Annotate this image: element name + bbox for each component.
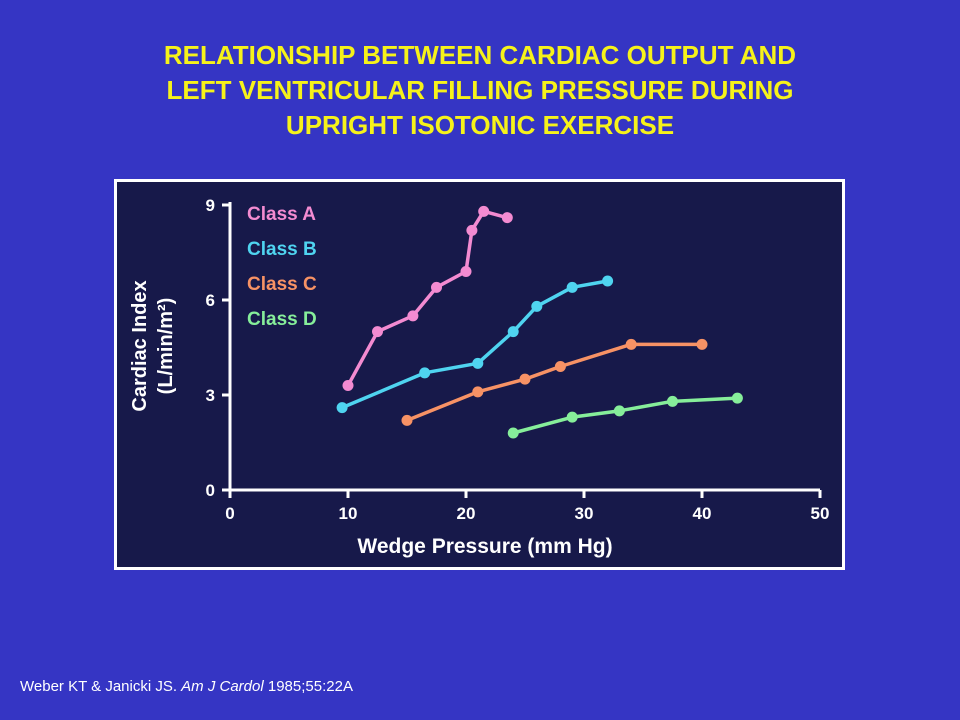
series-class-c xyxy=(401,338,708,426)
x-tick-label: 20 xyxy=(457,504,476,523)
x-tick-label: 10 xyxy=(339,504,358,523)
data-point xyxy=(419,367,431,379)
data-point xyxy=(566,411,578,423)
title-line-3: UPRIGHT ISOTONIC EXERCISE xyxy=(285,110,675,140)
x-tick-label: 0 xyxy=(225,504,234,523)
data-point xyxy=(431,281,442,293)
title-line-1: RELATIONSHIP BETWEEN CARDIAC OUTPUT AND xyxy=(163,40,797,70)
data-point xyxy=(696,338,708,350)
data-point xyxy=(466,224,478,236)
y-axis-label-line-1: Cardiac Index xyxy=(129,280,151,411)
axes xyxy=(228,202,820,492)
data-point xyxy=(372,326,383,338)
data-point xyxy=(472,357,484,369)
citation: Weber KT & Janicki JS. Am J Cardol 1985;… xyxy=(20,678,353,695)
y-tick-label: 6 xyxy=(206,291,215,310)
series-class-a xyxy=(342,205,513,391)
data-point xyxy=(501,212,513,224)
legend-entry: Class B xyxy=(247,239,317,260)
y-tick-label: 0 xyxy=(206,481,215,500)
data-point xyxy=(507,427,519,439)
x-tick-label: 50 xyxy=(811,504,830,523)
x-axis-label: Wedge Pressure (mm Hg) xyxy=(357,535,612,558)
data-point xyxy=(507,326,519,338)
data-point xyxy=(731,392,743,404)
data-point xyxy=(342,380,354,391)
series-class-b xyxy=(336,275,614,414)
data-point xyxy=(625,338,637,350)
data-point xyxy=(554,361,566,372)
y-axis-label: Cardiac Index (L/min/m²) xyxy=(129,280,177,411)
data-point xyxy=(478,205,490,217)
series-line xyxy=(406,342,702,422)
axis-ticks: 0 10 20 30 40 50 0 3 6 9 xyxy=(206,196,830,523)
citation-journal: Am J Cardol xyxy=(181,678,264,695)
citation-ref: 1985;55:22A xyxy=(263,678,353,695)
data-point xyxy=(472,386,484,398)
y-axis-label-line-2: (L/min/m²) xyxy=(155,298,177,395)
series-class-d xyxy=(507,392,743,439)
data-point xyxy=(613,405,625,417)
data-point xyxy=(519,373,531,385)
data-point xyxy=(602,275,614,287)
y-tick-label: 9 xyxy=(206,196,215,215)
legend: Class A Class B Class C Class D xyxy=(247,204,317,330)
data-point xyxy=(401,414,413,426)
data-point xyxy=(407,310,419,322)
data-point xyxy=(531,300,543,312)
data-point xyxy=(460,266,472,277)
data-point xyxy=(336,402,348,414)
series-group xyxy=(336,205,743,439)
chart-svg: 0 10 20 30 40 50 0 3 6 9 Wedge Pressure (mm Hg) C… xyxy=(129,196,830,558)
x-tick-label: 30 xyxy=(575,504,594,523)
data-point xyxy=(667,395,678,407)
legend-entry: Class A xyxy=(247,204,316,225)
y-tick-label: 3 xyxy=(206,386,215,405)
data-point xyxy=(566,281,578,293)
legend-entry: Class C xyxy=(247,274,317,295)
chart-frame: 0 10 20 30 40 50 0 3 6 9 Wedge Pressure (mm Hg) C… xyxy=(114,179,845,570)
citation-authors: Weber KT & Janicki JS. xyxy=(20,678,182,695)
title-line-2: LEFT VENTRICULAR FILLING PRESSURE DURING xyxy=(166,75,794,105)
slide-title: RELATIONSHIP BETWEEN CARDIAC OUTPUT AND … xyxy=(60,38,900,143)
x-tick-label: 40 xyxy=(693,504,712,523)
series-line xyxy=(512,396,738,435)
legend-entry: Class D xyxy=(247,309,317,330)
